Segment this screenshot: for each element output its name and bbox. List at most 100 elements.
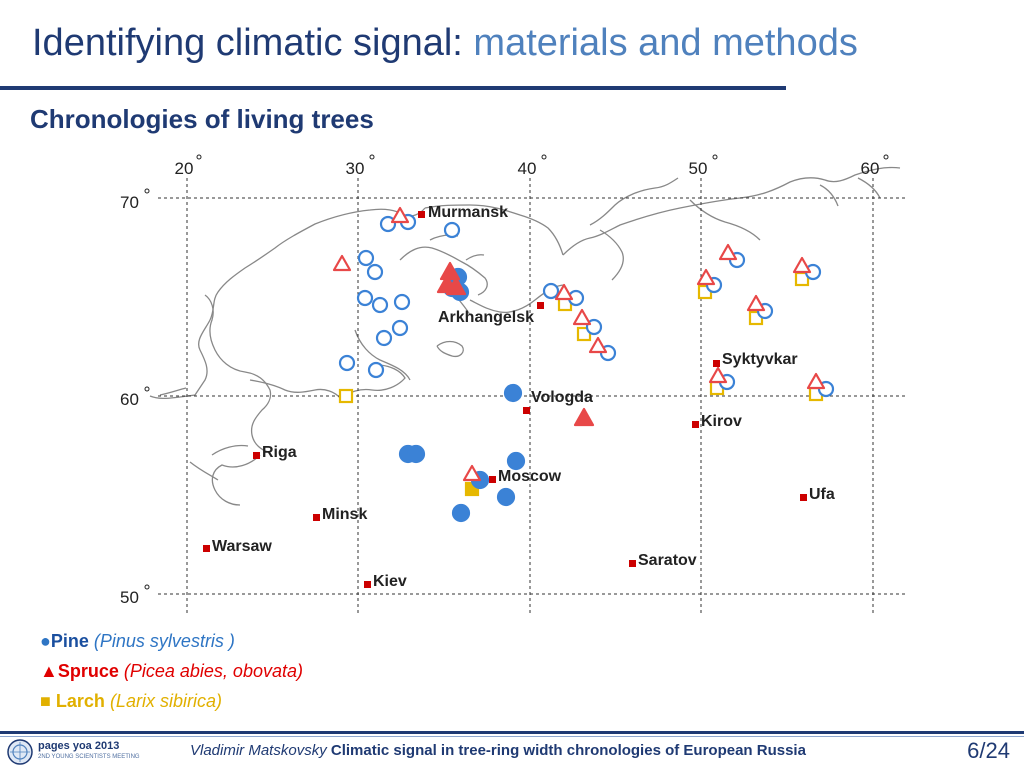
pine-site xyxy=(443,221,461,239)
lat-labels: 70 60 50 xyxy=(120,193,139,607)
footer-rule-thin xyxy=(0,736,1024,737)
square-icon: ■ xyxy=(40,691,51,711)
city-label-vologda: Vologda xyxy=(531,389,593,406)
title-main: Identifying climatic signal: xyxy=(32,22,474,64)
slide-title: Identifying climatic signal: materials a… xyxy=(32,22,858,65)
spruce-site xyxy=(439,261,461,281)
city-marker-moscow xyxy=(489,476,496,483)
circle-icon: ● xyxy=(40,631,51,651)
footer-talk-title: Climatic signal in tree-ring width chron… xyxy=(330,742,806,759)
city-marker-vologda xyxy=(523,407,530,414)
pine-site xyxy=(338,354,356,372)
pine-sites xyxy=(338,213,835,523)
footer-author: Vladimir Matskovsky xyxy=(190,742,327,759)
pages-logo-icon xyxy=(7,739,33,765)
legend-larch-sci: (Larix sibirica) xyxy=(109,691,222,711)
spruce-site xyxy=(708,366,728,384)
spruce-site xyxy=(718,243,738,261)
pine-site xyxy=(451,503,471,523)
city-label-syktyvkar: Syktyvkar xyxy=(722,351,798,368)
pine-site xyxy=(367,361,385,379)
city-marker-arkhangelsk xyxy=(537,302,544,309)
city-label-arkhangelsk: Arkhangelsk xyxy=(438,309,534,326)
spruce-site xyxy=(746,294,766,312)
pine-site xyxy=(503,383,523,403)
city-marker-riga xyxy=(253,452,260,459)
title-accent: materials and methods xyxy=(473,22,858,64)
spruce-site xyxy=(806,372,826,390)
footer-citation: Vladimir Matskovsky Climatic signal in t… xyxy=(190,742,806,759)
triangle-icon: ▲ xyxy=(40,661,58,681)
spruce-site xyxy=(792,256,812,274)
legend-pine: ●Pine (Pinus sylvestris ) xyxy=(40,626,303,656)
pine-site xyxy=(496,487,516,507)
legend: ●Pine (Pinus sylvestris ) ▲Spruce (Picea… xyxy=(40,626,303,716)
spruce-site xyxy=(588,336,608,354)
pine-site xyxy=(406,444,426,464)
lon-label-50: 50 xyxy=(689,159,708,178)
spruce-site xyxy=(445,276,467,296)
spruce-site xyxy=(696,268,716,286)
city-marker-syktyvkar xyxy=(713,360,720,367)
pine-site xyxy=(391,319,409,337)
city-label-riga: Riga xyxy=(262,444,297,461)
logo-text: pages yoa 2013 xyxy=(38,740,120,752)
lon-label-30: 30 xyxy=(346,159,365,178)
spruce-site xyxy=(390,206,410,224)
spruce-site xyxy=(462,464,482,482)
pine-site xyxy=(393,293,411,311)
footer-rule xyxy=(0,731,1024,734)
city-label-moscow: Moscow xyxy=(498,468,562,485)
pine-site xyxy=(371,296,389,314)
pine-site xyxy=(506,451,526,471)
pine-site xyxy=(357,249,375,267)
cities xyxy=(203,211,807,588)
spruce-site xyxy=(332,254,352,272)
slide-subtitle: Chronologies of living trees xyxy=(30,104,374,134)
pine-site xyxy=(542,282,560,300)
city-marker-saratov xyxy=(629,560,636,567)
title-rule xyxy=(0,86,786,90)
legend-pine-common: Pine xyxy=(50,631,89,651)
lon-labels: 20 30 40 50 60 xyxy=(175,159,880,178)
larch-site xyxy=(338,388,354,404)
spruce-sites xyxy=(332,206,826,482)
city-label-minsk: Minsk xyxy=(322,506,367,523)
site-map: 20 30 40 50 60 70 60 50 xyxy=(120,154,908,615)
lat-degree-marks xyxy=(144,188,150,590)
page-number: 6/24 xyxy=(967,738,1010,763)
city-label-saratov: Saratov xyxy=(638,552,697,569)
city-label-kiev: Kiev xyxy=(373,573,407,590)
city-marker-murmansk xyxy=(418,211,425,218)
spruce-site xyxy=(573,407,595,427)
lat-label-60: 60 xyxy=(120,390,139,409)
city-labels: Murmansk Arkhangelsk Syktyvkar Vologda K… xyxy=(212,204,835,590)
spruce-site xyxy=(554,283,574,301)
lon-label-60: 60 xyxy=(861,159,880,178)
city-label-murmansk: Murmansk xyxy=(428,204,508,221)
city-marker-kirov xyxy=(692,421,699,428)
lat-label-50: 50 xyxy=(120,588,139,607)
legend-larch-common: Larch xyxy=(55,691,105,711)
lon-label-20: 20 xyxy=(175,159,194,178)
pine-site xyxy=(375,329,393,347)
pine-site xyxy=(379,215,397,233)
city-label-kirov: Kirov xyxy=(701,413,742,430)
city-marker-kiev xyxy=(364,581,371,588)
legend-spruce-sci: (Picea abies, obovata) xyxy=(123,661,303,681)
city-label-ufa: Ufa xyxy=(809,486,835,503)
lon-label-40: 40 xyxy=(518,159,537,178)
city-label-warsaw: Warsaw xyxy=(212,538,272,555)
legend-spruce-common: Spruce xyxy=(57,661,119,681)
lat-label-70: 70 xyxy=(120,193,139,212)
city-marker-warsaw xyxy=(203,545,210,552)
pine-site xyxy=(366,263,384,281)
lon-degree-marks xyxy=(196,154,889,160)
graticule xyxy=(158,178,908,615)
spruce-site xyxy=(572,308,592,326)
city-marker-ufa xyxy=(800,494,807,501)
legend-pine-sci: (Pinus sylvestris ) xyxy=(93,631,235,651)
legend-larch: ■ Larch (Larix sibirica) xyxy=(40,686,303,716)
city-marker-minsk xyxy=(313,514,320,521)
logo-subtext: 2ND YOUNG SCIENTISTS MEETING xyxy=(38,754,140,760)
